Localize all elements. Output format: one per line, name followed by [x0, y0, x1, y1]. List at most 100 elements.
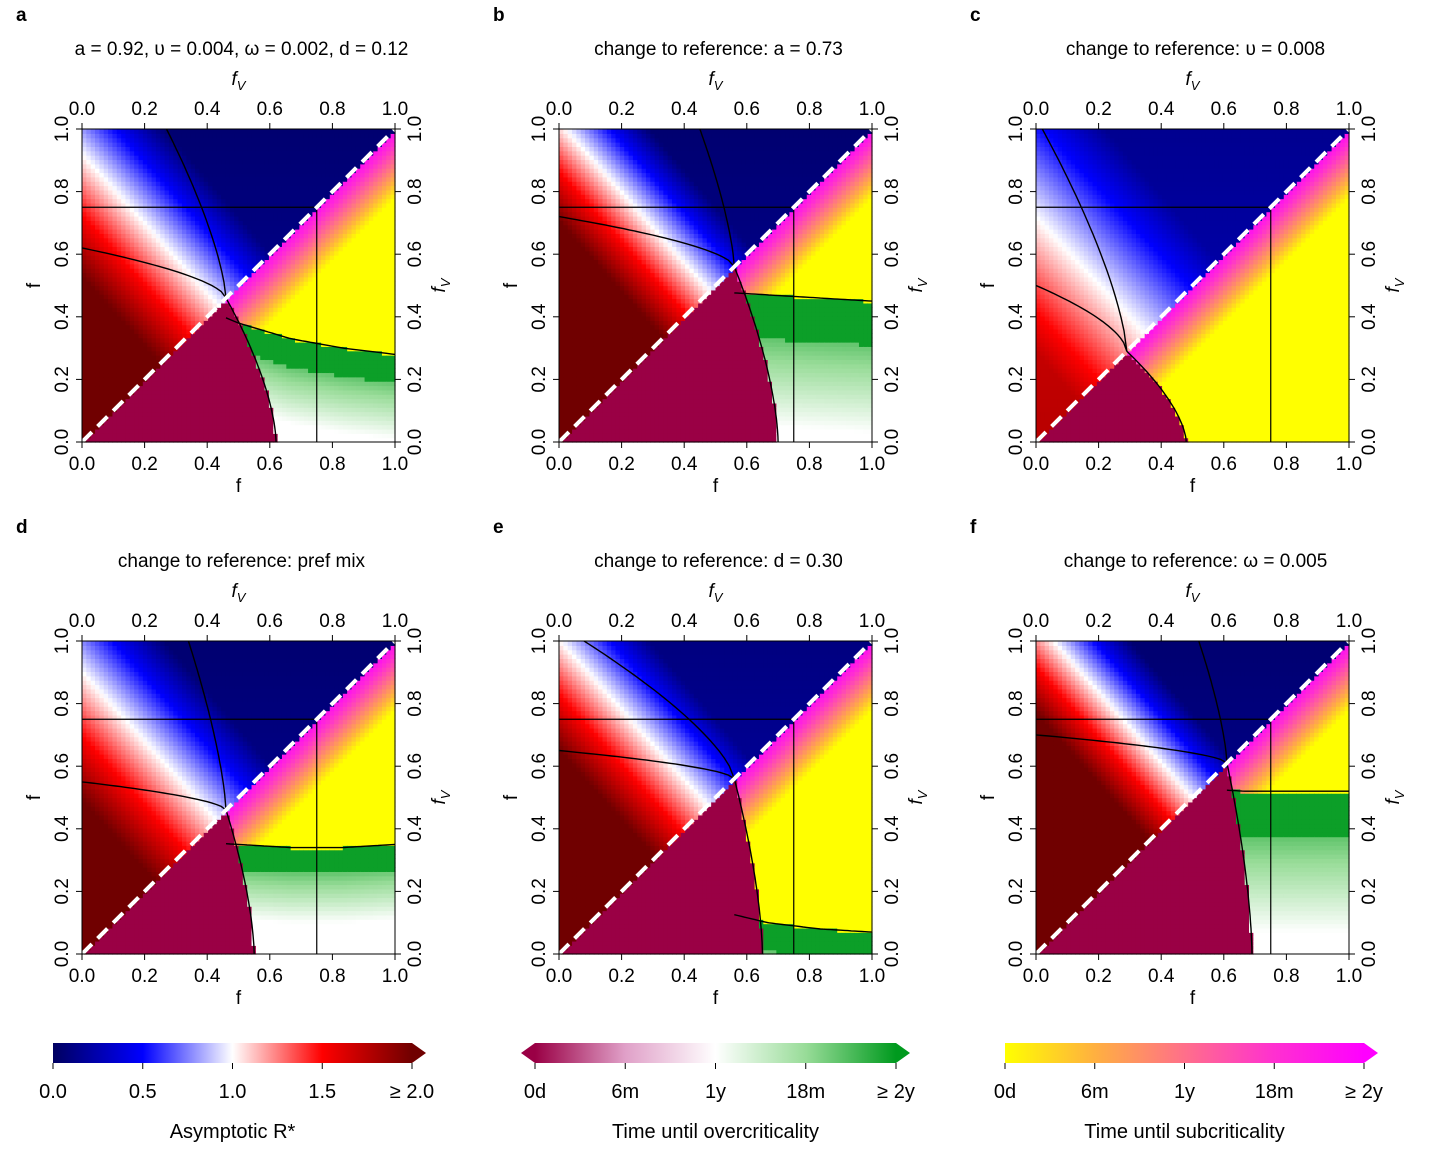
- heatmap-cell: [360, 211, 366, 217]
- heatmap-cell: [168, 168, 174, 174]
- heatmap-cell: [129, 224, 135, 230]
- heatmap-cell: [116, 168, 122, 174]
- heatmap-cell: [225, 215, 231, 221]
- heatmap-cell: [303, 433, 309, 439]
- heatmap-cell: [203, 289, 209, 295]
- heatmap-cell: [260, 224, 266, 230]
- heatmap-cell: [303, 411, 309, 417]
- heatmap-cell: [264, 315, 270, 321]
- heatmap-cell: [368, 359, 374, 365]
- heatmap-cell: [368, 224, 374, 230]
- heatmap-cell: [312, 228, 318, 234]
- heatmap-cell: [290, 302, 296, 308]
- heatmap-cell: [312, 302, 318, 308]
- heatmap-cell: [125, 202, 131, 208]
- heatmap-cell: [181, 246, 187, 252]
- heatmap-cell: [99, 129, 105, 134]
- heatmap-cell: [82, 242, 87, 247]
- heatmap-cell: [295, 428, 300, 434]
- heatmap-cell: [208, 133, 214, 139]
- heatmap-cell: [99, 194, 105, 200]
- heatmap-cell: [251, 294, 257, 300]
- heatmap-cell: [338, 211, 344, 217]
- heatmap-cell: [129, 198, 135, 204]
- heatmap-cell: [168, 342, 174, 347]
- heatmap-cell: [338, 207, 344, 213]
- heatmap-cell: [242, 207, 248, 213]
- heatmap-cell: [208, 324, 214, 330]
- heatmap-cell: [260, 272, 266, 278]
- heatmap-cell: [177, 224, 183, 230]
- heatmap-cell: [160, 250, 166, 256]
- heatmap-cell: [125, 385, 131, 391]
- heatmap-cell: [264, 355, 270, 361]
- heatmap-cell: [351, 233, 357, 239]
- heatmap-cell: [216, 281, 222, 287]
- heatmap-cell: [299, 194, 305, 200]
- heatmap-cell: [312, 246, 318, 252]
- heatmap-cell: [295, 142, 300, 147]
- heatmap-cell: [134, 415, 140, 421]
- heatmap-cell: [186, 363, 192, 369]
- heatmap-cell: [151, 155, 157, 161]
- heatmap-cell: [99, 242, 105, 247]
- heatmap-cell: [242, 237, 248, 243]
- heatmap-cell: [164, 342, 170, 347]
- heatmap-cell: [312, 294, 318, 300]
- heatmap-cell: [364, 129, 370, 134]
- heatmap-cell: [190, 342, 196, 347]
- heatmap-cell: [203, 424, 209, 430]
- heatmap-cell: [103, 420, 109, 426]
- heatmap-cell: [277, 359, 283, 365]
- heatmap-cell: [247, 315, 253, 321]
- heatmap-cell: [281, 172, 287, 178]
- heatmap-cell: [147, 398, 153, 404]
- heatmap-cell: [377, 355, 383, 361]
- heatmap-cell: [155, 281, 161, 287]
- heatmap-cell: [329, 185, 335, 191]
- heatmap-cell: [229, 437, 235, 443]
- heatmap-cell: [160, 237, 166, 243]
- heatmap-cell: [90, 202, 96, 208]
- heatmap-cell: [186, 268, 192, 274]
- heatmap-cell: [208, 137, 214, 143]
- heatmap-cell: [177, 268, 183, 274]
- heatmap-cell: [138, 159, 144, 165]
- heatmap-cell: [264, 255, 270, 261]
- heatmap-cell: [208, 294, 214, 300]
- heatmap-cell: [125, 228, 131, 234]
- heatmap-cell: [381, 411, 387, 417]
- heatmap-cell: [268, 402, 274, 408]
- heatmap-cell: [264, 363, 270, 369]
- heatmap-cell: [268, 207, 274, 213]
- heatmap-cell: [303, 333, 309, 339]
- heatmap-cell: [212, 428, 218, 434]
- heatmap-cell: [86, 376, 92, 382]
- heatmap-cell: [234, 428, 240, 434]
- heatmap-cell: [186, 411, 192, 417]
- heatmap-cell: [303, 142, 309, 147]
- heatmap-cell: [108, 411, 114, 417]
- heatmap-cell: [281, 407, 287, 413]
- heatmap-cell: [273, 389, 279, 395]
- heatmap-cell: [299, 211, 305, 217]
- heatmap-cell: [129, 433, 135, 439]
- heatmap-cell: [299, 398, 305, 404]
- heatmap-cell: [142, 137, 148, 143]
- heatmap-cell: [242, 298, 248, 304]
- heatmap-cell: [125, 437, 131, 443]
- heatmap-cell: [147, 185, 153, 191]
- heatmap-cell: [377, 215, 383, 221]
- heatmap-cell: [277, 324, 283, 330]
- heatmap-cell: [142, 424, 148, 430]
- heatmap-cell: [264, 368, 270, 374]
- heatmap-cell: [129, 194, 135, 200]
- heatmap-cell: [373, 411, 379, 417]
- heatmap-cell: [95, 255, 100, 261]
- heatmap-cell: [351, 381, 357, 387]
- heatmap-cell: [216, 411, 222, 417]
- heatmap-cell: [316, 194, 322, 200]
- heatmap-cell: [325, 394, 331, 400]
- heatmap-cell: [373, 233, 379, 239]
- heatmap-cell: [268, 355, 274, 361]
